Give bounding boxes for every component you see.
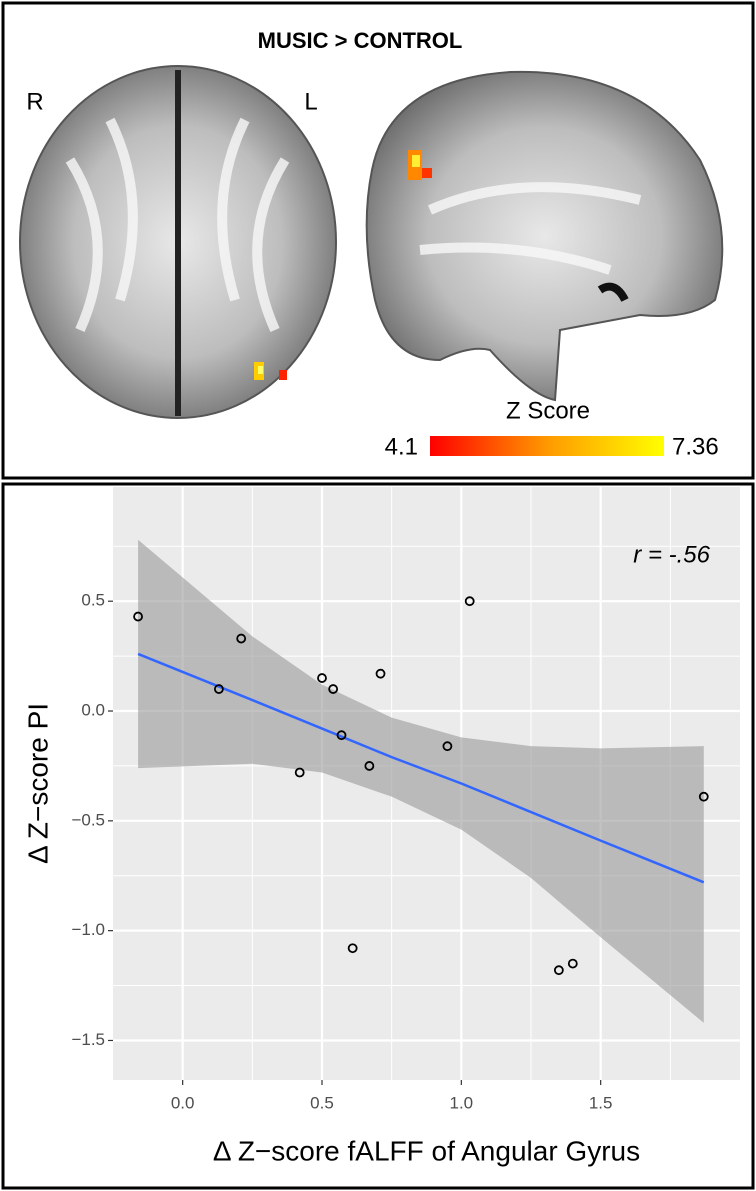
- data-point: [375, 668, 386, 679]
- data-point: [336, 730, 347, 741]
- y-tick-label: −1.5: [71, 1030, 105, 1049]
- brain-title: MUSIC > CONTROL: [258, 28, 463, 53]
- x-tick-label: 0.0: [171, 1093, 195, 1112]
- sagittal-slice: [365, 70, 724, 402]
- hemisphere-label: R: [26, 88, 43, 115]
- y-tick-label: −1.0: [71, 920, 105, 939]
- hemisphere-label: L: [304, 88, 317, 115]
- data-point: [364, 761, 375, 771]
- data-point: [133, 611, 143, 622]
- x-tick-label: 1.0: [450, 1093, 474, 1112]
- colorbar-min: 4.1: [385, 433, 418, 460]
- y-tick-label: 0.0: [81, 701, 105, 720]
- regression-line: [137, 652, 705, 884]
- data-point: [464, 596, 475, 607]
- data-point: [567, 958, 578, 969]
- x-tick-label: 1.5: [589, 1093, 613, 1112]
- data-point: [328, 684, 339, 694]
- confidence-band: [138, 539, 704, 1023]
- y-axis-title: Δ Z−score PI: [22, 703, 53, 864]
- annotation: r = -.56: [633, 541, 710, 568]
- y-tick-label: −0.5: [71, 810, 105, 829]
- data-point: [442, 741, 453, 752]
- scatter-plot: 0.0 0.5 1.0 1.5 0.5 0.0 −0.5 −1.0 −1.5 r = -.56 Δ …: [22, 487, 740, 1166]
- y-tick-label: 0.5: [81, 591, 105, 610]
- colorbar-max: 7.36: [672, 433, 719, 460]
- axial-slice: [19, 65, 337, 419]
- data-point: [553, 965, 564, 976]
- x-tick-label: 0.5: [310, 1093, 334, 1112]
- data-point: [317, 673, 327, 683]
- data-point: [236, 633, 247, 644]
- colorbar: [430, 436, 664, 456]
- data-point: [698, 791, 709, 802]
- data-point: [213, 684, 224, 694]
- data-point: [347, 943, 358, 954]
- x-axis-title: Δ Z−score fALFF of Angular Gyrus: [213, 1135, 640, 1166]
- data-point: [294, 767, 305, 778]
- colorbar-label: Z Score: [506, 397, 590, 424]
